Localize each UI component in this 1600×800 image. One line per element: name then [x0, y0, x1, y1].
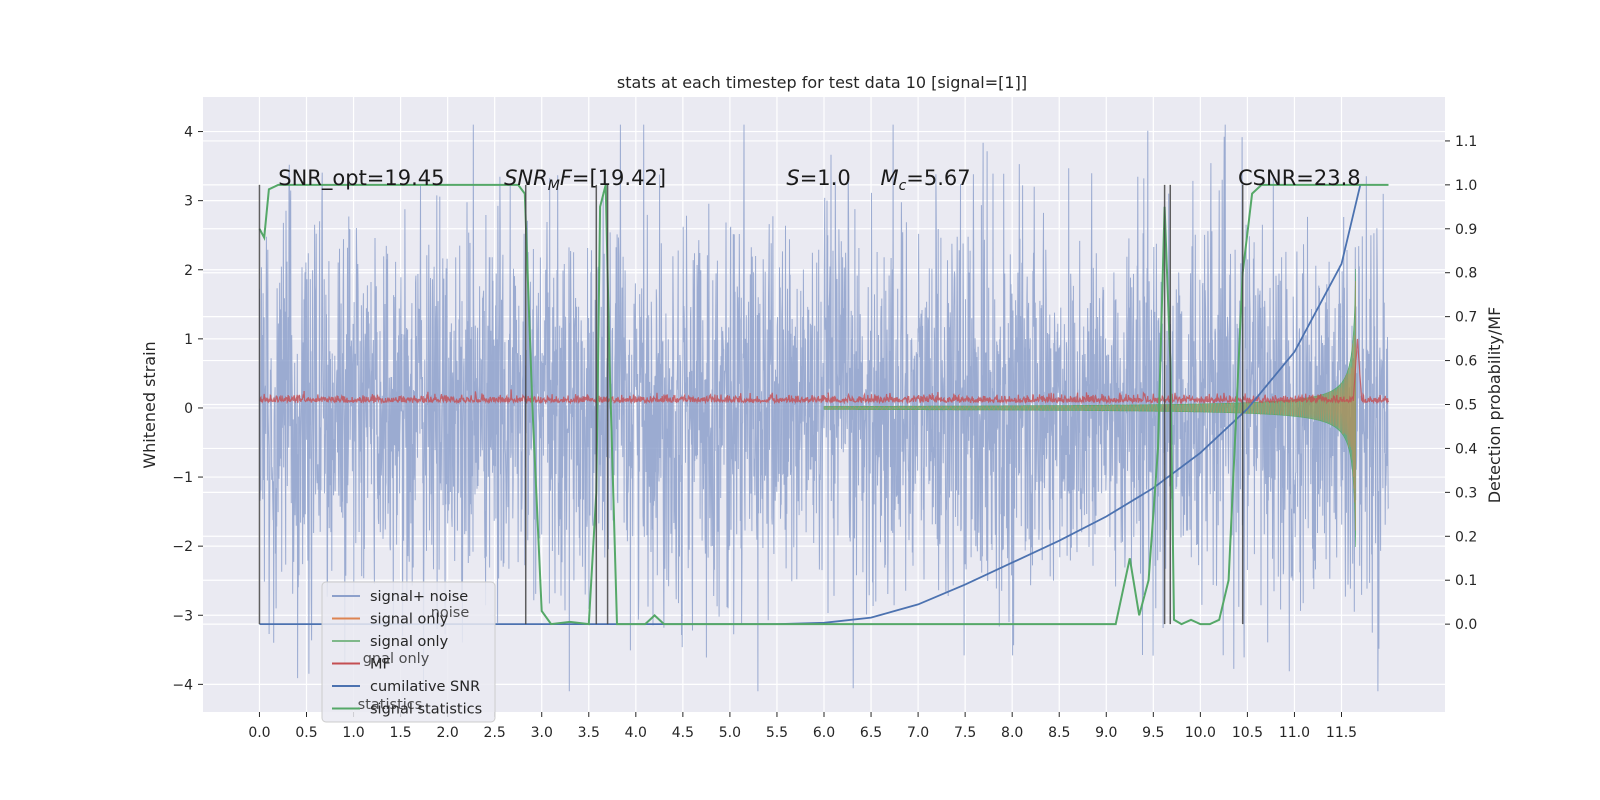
series-signal-noise: [259, 124, 1389, 692]
x-tick-label: 7.5: [954, 725, 976, 741]
series-signal-only-line: [823, 281, 1356, 531]
y2-tick-label: 0.8: [1455, 266, 1477, 282]
annotation: SNRMF=[19.42]: [504, 166, 666, 194]
x-tick-label: 0.0: [248, 725, 270, 741]
x-tick-label: 2.0: [437, 725, 459, 741]
x-tick-label: 11.5: [1326, 725, 1357, 741]
legend-box: [321, 581, 496, 723]
x-tick-label: 11.0: [1279, 725, 1310, 741]
series-layer: [258, 124, 1390, 692]
y2-tick-label: 1.1: [1455, 134, 1477, 150]
y2-tick-label: 1.0: [1455, 178, 1477, 194]
legend-label: signal statistics: [370, 702, 482, 718]
annotation: Mc=5.67: [880, 166, 970, 194]
legend-label: signal+ noise: [370, 589, 468, 605]
x-tick-label: 8.5: [1048, 725, 1070, 741]
y-tick-label: 4: [184, 125, 193, 141]
vertical-lines: [258, 184, 1244, 625]
y2-tick-label: 0.5: [1455, 398, 1477, 414]
y-tick-label: −2: [172, 539, 193, 555]
y2-tick-label: 0.4: [1455, 441, 1477, 457]
y2-axis-label: Detection probability/MF: [1485, 307, 1504, 504]
y-tick-label: 1: [184, 332, 193, 348]
x-tick-label: 9.5: [1142, 725, 1164, 741]
y-tick-label: −3: [172, 608, 193, 624]
annotation: CSNR=23.8: [1238, 166, 1361, 190]
annotation: SNR_opt=19.45: [278, 166, 444, 191]
legend-ghost-text: statistics: [358, 697, 423, 713]
annotations: SNR_opt=19.45 SNRMF=[19.42] S=1.0 Mc=5.67 CS…: [278, 166, 1360, 194]
x-tick-label: 10.0: [1185, 725, 1216, 741]
x-tick-label: 3.5: [578, 725, 600, 741]
y-tick-label: 3: [184, 194, 193, 210]
x-tick-label: 6.0: [813, 725, 835, 741]
x-tick-label: 6.5: [860, 725, 882, 741]
y-tick-label: −1: [172, 470, 193, 486]
y2-tick-label: 0.2: [1455, 529, 1477, 545]
legend-label: signal only: [370, 634, 449, 650]
x-tick-label: 9.0: [1095, 725, 1117, 741]
x-tick-label: 7.0: [907, 725, 929, 741]
y2-tick-label: 0.6: [1455, 354, 1477, 370]
y-tick-label: −4: [172, 677, 193, 693]
legend: noise gnal only statistics signal+ noise sig…: [321, 581, 496, 723]
y-tick-label: 2: [184, 263, 193, 279]
y-axis-label: Whitened strain: [140, 341, 159, 468]
y2-tick-label: 0.1: [1455, 573, 1477, 589]
x-tick-label: 3.0: [531, 725, 553, 741]
series-cumilative-snr: [259, 184, 1362, 625]
x-tick-label: 4.5: [672, 725, 694, 741]
series-signal-statistics: [258, 183, 1389, 626]
chart-title: stats at each timestep for test data 10 …: [617, 73, 1027, 92]
annotation: S=1.0: [786, 166, 850, 190]
y-tick-label: 0: [184, 401, 193, 417]
y2-tick-label: 0.9: [1455, 222, 1477, 238]
x-tick-label: 5.5: [766, 725, 788, 741]
series-signal-only-fill: [823, 268, 1356, 548]
x-tick-label: 5.0: [719, 725, 741, 741]
legend-ghost-text: gnal only: [363, 651, 430, 667]
y2-tick-label: 0.7: [1455, 310, 1477, 326]
axes: 0.0 0.5 1.0 1.5 2.0 2.5 3.0 3.5 4.0 4.5 5.0 5.5 6.0 6…: [172, 125, 1477, 741]
legend-label: signal only: [370, 612, 449, 628]
x-tick-label: 8.0: [1001, 725, 1023, 741]
y2-tick-label: 0.3: [1455, 485, 1477, 501]
legend-label: cumilative SNR: [370, 679, 480, 695]
x-tick-label: 2.5: [484, 725, 506, 741]
series-mf: [258, 338, 1390, 405]
x-tick-label: 1.5: [389, 725, 411, 741]
x-tick-label: 4.0: [625, 725, 647, 741]
legend-ghost-text: noise: [431, 605, 470, 621]
y2-tick-label: 0.0: [1455, 617, 1477, 633]
x-tick-label: 10.5: [1232, 725, 1263, 741]
x-tick-label: 0.5: [295, 725, 317, 741]
legend-label: MF: [370, 657, 391, 673]
x-tick-label: 1.0: [342, 725, 364, 741]
